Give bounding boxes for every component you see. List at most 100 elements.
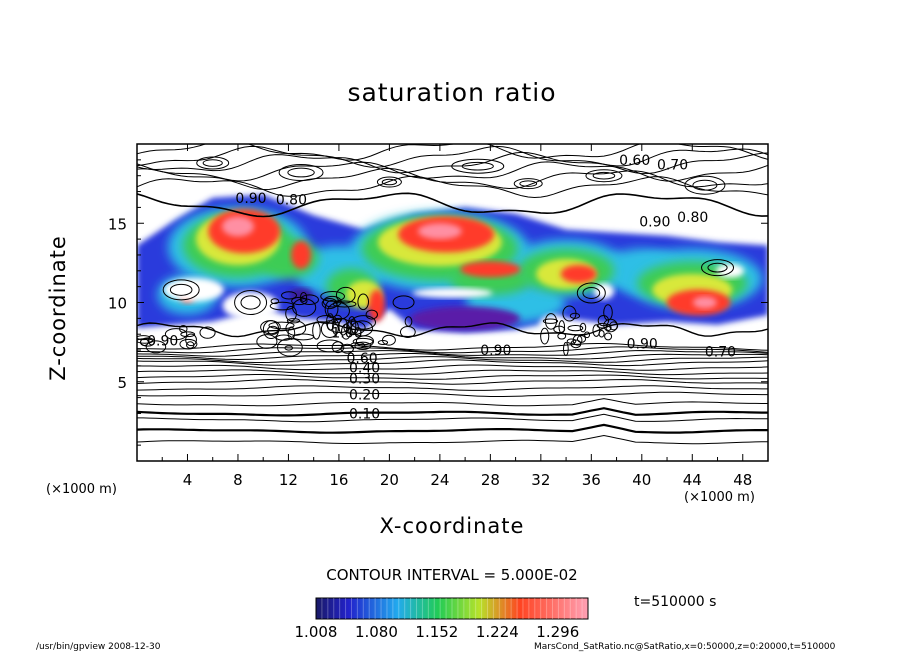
contour-label: 1.00 xyxy=(331,326,362,342)
x-tick-label: 28 xyxy=(481,471,500,489)
contour-label: 0.60 xyxy=(619,153,650,169)
chart-title: saturation ratio xyxy=(347,78,557,107)
x-axis-label: X-coordinate xyxy=(379,514,525,538)
contour-loop xyxy=(513,178,543,190)
x-tick-label: 24 xyxy=(430,471,449,489)
contour-eddy xyxy=(321,297,338,310)
contour-line-lower xyxy=(137,407,768,417)
contour-line-lower xyxy=(137,349,768,357)
colorbar-tick-label: 1.152 xyxy=(415,623,458,641)
contour-eddy xyxy=(352,337,374,346)
contour-loop xyxy=(684,175,726,195)
x-tick-label: 40 xyxy=(632,471,651,489)
contour-label: 0.90 xyxy=(147,334,178,350)
contour-loop xyxy=(576,282,606,304)
contour-eddy xyxy=(284,345,294,351)
x-tick-label: 44 xyxy=(683,471,702,489)
contour-line-lower xyxy=(137,434,768,445)
heat-cell xyxy=(163,277,224,302)
heat-cell xyxy=(692,296,717,309)
y-axis-ticks: 5 10 15 xyxy=(108,159,768,446)
contour-eddy xyxy=(286,318,301,324)
heat-cell xyxy=(222,291,279,320)
contour-line-lower xyxy=(137,369,768,376)
y-axis-label: Z-coordinate xyxy=(46,235,70,381)
contour-eddy xyxy=(392,295,415,310)
contour-line-lower xyxy=(137,385,768,391)
heat-cell xyxy=(368,289,385,322)
x-axis-unit: (×1000 m) xyxy=(684,490,755,505)
contour-eddy xyxy=(327,302,350,320)
contour-line-upper xyxy=(137,167,768,191)
contour-eddy xyxy=(542,318,559,324)
y-tick-label: 15 xyxy=(108,215,127,233)
contour-eddy xyxy=(320,290,345,302)
contour-line-upper xyxy=(137,151,768,175)
contour-loop-inner xyxy=(519,180,538,187)
contour-eddy xyxy=(269,301,295,311)
contour-eddy xyxy=(326,317,352,333)
contour-lines xyxy=(137,144,768,445)
contour-line-lower xyxy=(137,391,768,397)
y-axis-unit: (×1000 m) xyxy=(46,482,117,497)
contour-eddy xyxy=(312,321,321,340)
contour-eddy xyxy=(597,314,610,327)
contour-eddy xyxy=(285,320,307,336)
contour-eddy xyxy=(316,339,344,353)
contour-eddy xyxy=(276,337,303,357)
contour-eddy xyxy=(569,312,581,319)
x-tick-label: 36 xyxy=(582,471,601,489)
contour-loop-inner xyxy=(707,262,728,273)
contour-label: 0.40 xyxy=(349,360,380,376)
x-tick-label: 4 xyxy=(183,471,193,489)
contour-eddy xyxy=(281,291,297,300)
contour-line-lower xyxy=(137,423,768,434)
contour-eddy xyxy=(268,321,295,330)
contour-loop xyxy=(451,158,505,174)
contour-eddy xyxy=(598,329,605,338)
contour-eddy xyxy=(544,313,558,330)
contour-eddy xyxy=(540,327,550,345)
heat-cell xyxy=(560,264,597,283)
contour-line-upper xyxy=(137,175,768,199)
contour-interval-text: CONTOUR INTERVAL = 5.000E-02 xyxy=(326,566,578,584)
colorbar-tick-labels: 1.008 1.080 1.152 1.224 1.296 xyxy=(295,623,580,641)
contour-label: 0.30 xyxy=(349,372,380,388)
y-tick-label: 5 xyxy=(117,374,127,392)
contour-eddy xyxy=(335,286,356,304)
contour-eddy xyxy=(262,320,280,340)
contour-eddy xyxy=(347,316,357,336)
contour-eddy xyxy=(592,324,601,337)
contour-eddy xyxy=(404,316,413,327)
contour-label: 0.90 xyxy=(627,337,658,353)
contour-line-lower xyxy=(137,398,768,407)
contour-loop-inner xyxy=(461,161,494,171)
contour-loop-inner xyxy=(287,167,315,178)
y-tick-label: 10 xyxy=(108,295,127,313)
contour-eddy xyxy=(350,320,373,337)
heat-cell xyxy=(460,261,521,278)
x-tick-label: 16 xyxy=(329,471,348,489)
colorbar-stripes xyxy=(321,598,583,619)
x-tick-label: 20 xyxy=(380,471,399,489)
heat-cell xyxy=(221,216,254,237)
contour-loop xyxy=(701,259,735,277)
contour-eddy xyxy=(579,322,587,333)
contour-loop xyxy=(376,176,402,188)
contour-eddy xyxy=(270,298,280,305)
footer-right: MarsCond_SatRatio.nc@SatRatio,x=0:50000,… xyxy=(534,642,836,652)
contour-eddy xyxy=(140,337,156,347)
contour-label: 0.90 xyxy=(235,191,266,207)
heat-cell xyxy=(412,287,493,298)
contour-loop-inner xyxy=(582,286,601,299)
contour-loop xyxy=(278,164,324,182)
contour-eddy xyxy=(350,341,366,349)
contour-loop-inner xyxy=(381,178,398,186)
contour-label: 0.90 xyxy=(480,343,511,359)
contour-eddy xyxy=(576,335,587,343)
contour-eddy xyxy=(570,339,582,349)
contour-line-lower xyxy=(137,346,768,354)
contour-loop-inner xyxy=(169,283,193,296)
footer-left: /usr/bin/gpview 2008-12-30 xyxy=(36,642,161,652)
